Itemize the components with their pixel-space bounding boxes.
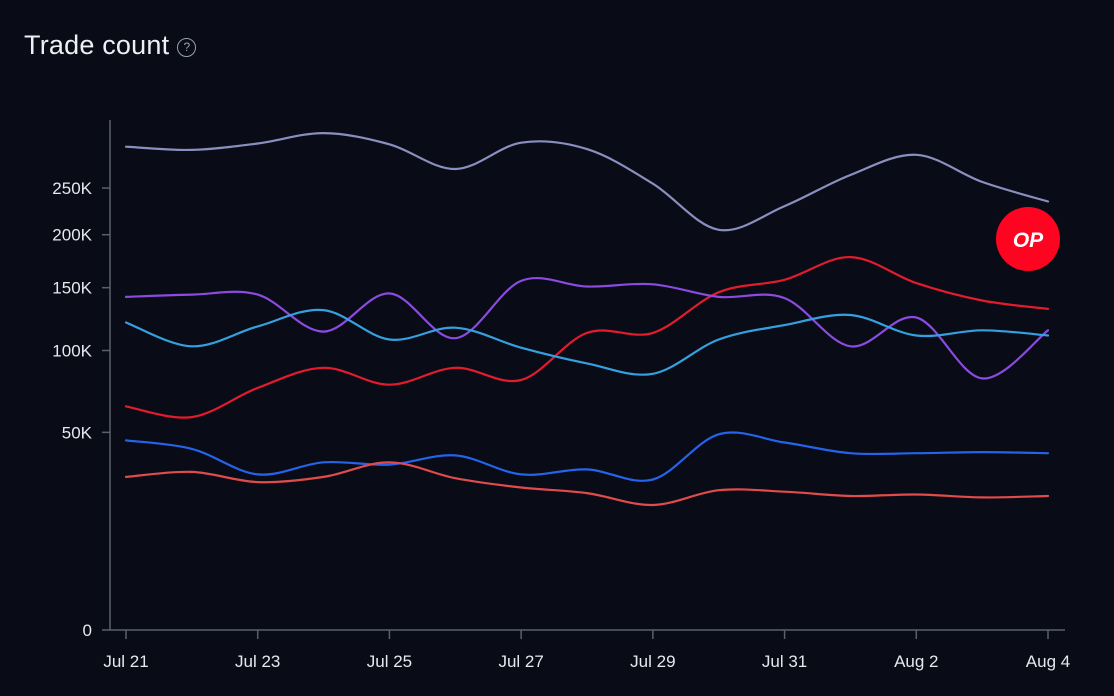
x-tick-label: Jul 25 [367,652,412,671]
op-badge-circle [996,207,1060,271]
chart-axes: 0 50K 100K 150K 200K 250K Jul 21 Jul 23 Jul 25 Ju… [52,120,1070,671]
x-tick-label: Jul 23 [235,652,280,671]
x-tick-label: Jul 21 [103,652,148,671]
y-tick-label: 0 [83,621,92,640]
x-tick-label: Aug 4 [1026,652,1070,671]
chart-header: Trade count ? [24,30,197,61]
series-sky-blue-line[interactable] [124,308,1050,376]
series-coral-line[interactable] [124,461,1050,507]
y-tick-label: 150K [52,279,92,298]
y-tick-label: 200K [52,226,92,245]
y-tick-label: 50K [62,423,93,442]
x-tick-label: Jul 29 [630,652,675,671]
x-tick-label: Jul 31 [762,652,807,671]
series-lavender-line[interactable] [124,131,1050,232]
series-blue-line[interactable] [124,431,1050,482]
y-tick-label: 100K [52,341,92,360]
x-tick-label: Jul 27 [498,652,543,671]
chart-title: Trade count [24,30,170,60]
question-circle-icon[interactable]: ? [177,37,197,57]
op-badge: OP [996,207,1060,271]
op-badge-label: OP [1013,229,1044,252]
chart-series-lines [124,131,1050,507]
x-tick-label: Aug 2 [894,652,938,671]
y-tick-label: 250K [52,179,92,198]
series-red-line[interactable] [124,255,1050,419]
series-purple-line[interactable] [124,276,1050,380]
